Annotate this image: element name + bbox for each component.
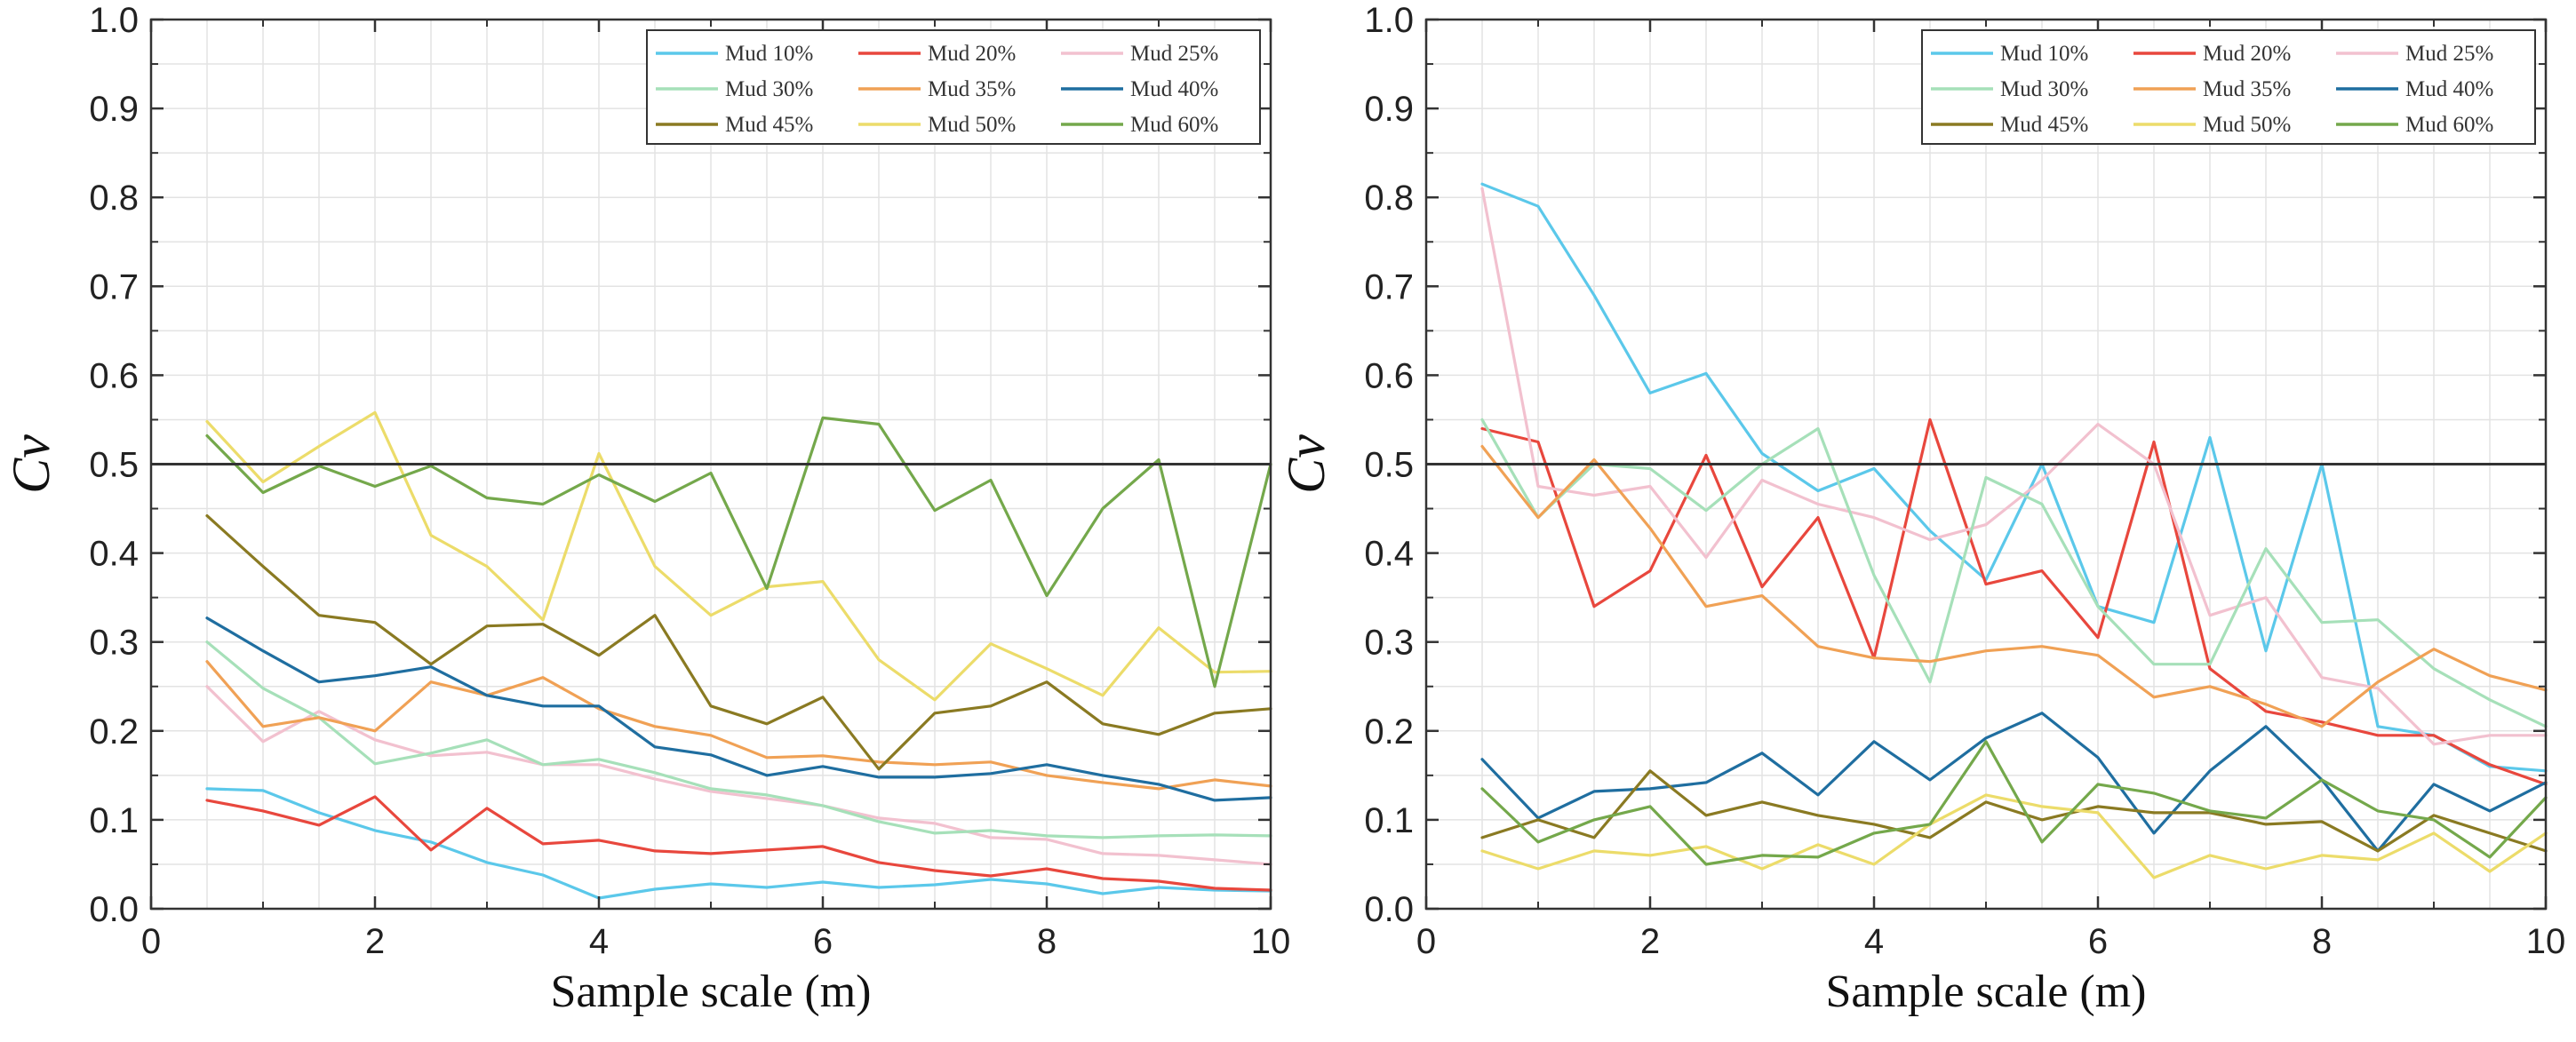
ticks: 0 2 4 6 8 10 0.0 0.1 0.2 0.3 0.4 0.5 0.6 0.7 0.8 0.9 1.0 [1364,1,2565,961]
y-tick-label: 0.2 [89,712,139,752]
x-tick-label: 6 [2088,922,2108,961]
chart-panel-1: 0 2 4 6 8 10 0.0 0.1 0.2 0.3 0.4 0.5 0.6 0.7 0.8 0.9 1.0… [2,1,1290,1017]
series-line [1480,187,2548,746]
x-axis-title: Sample scale (m) [1826,966,2147,1017]
y-tick-label: 0.7 [1364,267,1414,306]
y-tick-label: 0.1 [89,801,139,840]
legend-label: Mud 25% [2405,42,2493,66]
ticks: 0 2 4 6 8 10 0.0 0.1 0.2 0.3 0.4 0.5 0.6 0.7 0.8 0.9 1.0 [89,1,1290,961]
y-tick-label: 1.0 [1364,1,1414,40]
legend-box [1921,29,2536,145]
y-axis-title: Cv [1277,434,1336,494]
x-tick-label: 4 [589,922,609,961]
y-tick-label: 0.9 [89,90,139,129]
series-line [205,640,1272,839]
y-tick-label: 0.3 [1364,624,1414,663]
y-axis-title: Cv [2,434,60,494]
y-tick-label: 0.4 [89,535,139,574]
legend-label: Mud 45% [725,113,813,137]
x-tick-label: 10 [1251,922,1291,961]
y-tick-label: 0.4 [1364,535,1414,574]
series-line [1480,740,2548,866]
series-line [1480,444,2548,728]
x-tick-label: 0 [1416,922,1436,961]
series-line [1480,769,2548,853]
y-tick-label: 0.6 [1364,356,1414,395]
legend-label: Mud 35% [2203,77,2291,101]
series-group [205,410,1272,900]
x-tick-label: 8 [1037,922,1057,961]
series-line [1480,182,2548,773]
series-line [205,685,1272,866]
y-tick-label: 0.1 [1364,801,1414,840]
legend-label: Mud 20% [928,42,1016,66]
series-line [205,410,1272,702]
legend-label: Mud 20% [2203,42,2291,66]
series-line [205,787,1272,900]
y-tick-label: 0.0 [89,890,139,929]
legend-label: Mud 25% [1130,42,1218,66]
y-tick-label: 0.5 [1364,446,1414,485]
series-line [1480,418,2548,728]
legend-label: Mud 60% [2405,113,2493,137]
legend-label: Mud 10% [725,42,813,66]
legend-label: Mud 40% [2405,77,2493,101]
y-tick-label: 0.9 [1364,90,1414,129]
x-tick-label: 4 [1864,922,1884,961]
series-line [205,416,1272,688]
y-tick-label: 0.5 [89,446,139,485]
x-tick-label: 6 [813,922,833,961]
legend-label: Mud 45% [2000,113,2088,137]
legend: Mud 10% Mud 20% Mud 25% Mud 30% Mud 35% Mud 4… [646,29,1261,145]
legend: Mud 10% Mud 20% Mud 25% Mud 30% Mud 35% Mud 4… [1921,29,2536,145]
series-line [205,513,1272,771]
series-group [1480,182,2548,879]
legend-label: Mud 30% [725,77,813,101]
legend-label: Mud 30% [2000,77,2088,101]
series-line [1480,712,2548,853]
y-tick-label: 0.7 [89,267,139,306]
series-line [1480,793,2548,879]
y-tick-label: 0.8 [1364,179,1414,218]
chart-panel-2: 0 2 4 6 8 10 0.0 0.1 0.2 0.3 0.4 0.5 0.6 0.7 0.8 0.9 1.0… [1277,1,2565,1017]
x-axis-title: Sample scale (m) [551,966,872,1017]
y-tick-label: 0.3 [89,624,139,663]
series-line [205,795,1272,892]
legend-box [646,29,1261,145]
legend-label: Mud 40% [1130,77,1218,101]
y-tick-label: 0.8 [89,179,139,218]
y-tick-label: 0.0 [1364,890,1414,929]
legend-label: Mud 10% [2000,42,2088,66]
x-tick-label: 8 [2312,922,2332,961]
y-tick-label: 1.0 [89,1,139,40]
legend-label: Mud 35% [928,77,1016,101]
x-tick-label: 0 [141,922,161,961]
legend-label: Mud 50% [928,113,1016,137]
y-tick-label: 0.6 [89,356,139,395]
x-tick-label: 2 [1640,922,1660,961]
x-tick-label: 10 [2526,922,2566,961]
legend-label: Mud 60% [1130,113,1218,137]
series-line [1480,418,2548,786]
y-tick-label: 0.2 [1364,712,1414,752]
legend-label: Mud 50% [2203,113,2291,137]
x-tick-label: 2 [365,922,385,961]
series-line [205,616,1272,802]
series-line [205,660,1272,791]
